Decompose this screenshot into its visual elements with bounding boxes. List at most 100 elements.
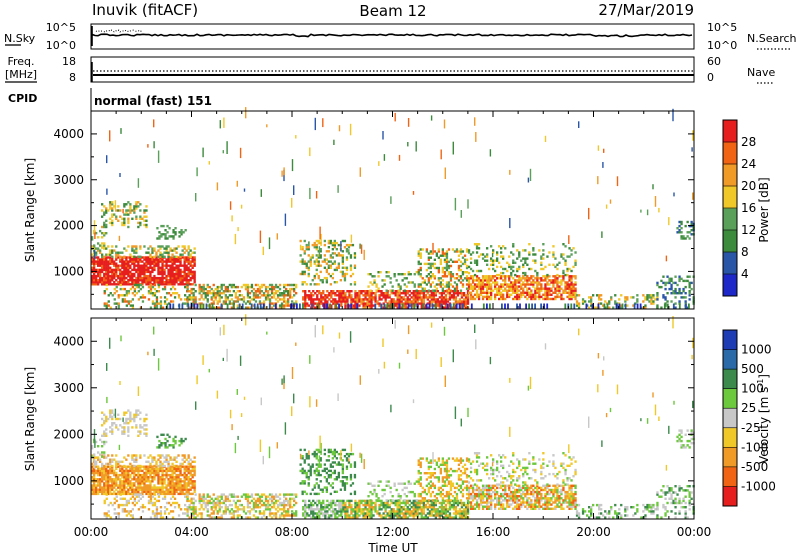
echo-cell bbox=[165, 454, 167, 456]
echo-cell bbox=[626, 296, 628, 298]
echo-cell bbox=[123, 426, 125, 428]
echo-cell bbox=[465, 300, 467, 302]
echo-cell bbox=[156, 300, 158, 302]
echo-cell bbox=[520, 285, 522, 287]
echo-cell bbox=[194, 273, 196, 275]
echo-cell bbox=[372, 296, 374, 298]
echo-cell bbox=[109, 258, 111, 260]
echo-cell bbox=[157, 486, 159, 488]
echo-cell bbox=[192, 275, 194, 277]
echo-cell bbox=[490, 264, 492, 266]
echo-cell bbox=[186, 491, 188, 493]
echo-cell bbox=[101, 424, 103, 426]
echo-cell bbox=[184, 486, 186, 488]
echo-cell bbox=[184, 273, 186, 275]
echo-cell bbox=[123, 263, 125, 265]
echo-cell bbox=[685, 280, 687, 282]
echo-cell bbox=[568, 255, 570, 257]
echo-cell bbox=[135, 456, 137, 458]
echo-cell bbox=[154, 504, 156, 506]
echo-cell bbox=[414, 283, 416, 285]
echo-cell bbox=[154, 493, 156, 495]
echo-cell bbox=[342, 296, 344, 298]
echo-cell bbox=[682, 296, 684, 298]
echo-cell bbox=[338, 294, 340, 296]
echo-cell bbox=[235, 502, 237, 504]
echo-cell bbox=[187, 296, 189, 298]
echo-cell bbox=[680, 292, 682, 294]
echo-cell bbox=[130, 514, 132, 516]
echo-cell bbox=[404, 283, 406, 285]
echo-cell bbox=[281, 304, 283, 309]
echo-cell bbox=[139, 258, 141, 260]
echo-cell bbox=[506, 275, 508, 277]
echo-cell bbox=[558, 285, 560, 287]
echo-cell bbox=[145, 470, 147, 472]
echo-cell bbox=[310, 512, 312, 514]
echo-cell bbox=[283, 296, 285, 298]
echo-cell bbox=[137, 465, 139, 467]
echo-cell bbox=[107, 474, 109, 476]
echo-cell bbox=[117, 252, 119, 254]
echo-cell bbox=[103, 443, 105, 445]
echo-cell bbox=[528, 251, 530, 253]
echo-cell bbox=[223, 300, 225, 302]
echo-cell bbox=[504, 279, 506, 281]
echo-cell bbox=[275, 304, 277, 309]
echo-cell bbox=[167, 474, 169, 476]
echo-cell bbox=[566, 268, 568, 270]
echo-cell bbox=[648, 294, 650, 296]
echo-cell bbox=[186, 489, 188, 491]
echo-cell bbox=[316, 246, 318, 248]
echo-cell bbox=[255, 502, 257, 504]
echo-cell bbox=[145, 474, 147, 476]
echo-cell bbox=[127, 201, 129, 203]
echo-cell bbox=[468, 277, 470, 279]
echo-cell bbox=[127, 428, 129, 430]
echo-cell bbox=[509, 218, 510, 228]
echo-cell bbox=[111, 224, 113, 226]
echo-cell bbox=[237, 496, 239, 498]
echo-cell bbox=[133, 468, 135, 470]
echo-cell bbox=[93, 283, 95, 285]
echo-cell bbox=[132, 502, 134, 504]
echo-cell bbox=[308, 296, 310, 298]
echo-cell bbox=[123, 470, 125, 472]
echo-cell bbox=[199, 298, 201, 300]
echo-cell bbox=[233, 493, 235, 495]
echo-cell bbox=[267, 294, 269, 296]
echo-cell bbox=[352, 304, 354, 306]
echo-cell bbox=[143, 468, 145, 470]
echo-cell bbox=[118, 512, 120, 514]
echo-cell bbox=[173, 491, 175, 493]
echo-cell bbox=[184, 258, 186, 260]
echo-cell bbox=[133, 269, 135, 271]
echo-cell bbox=[405, 302, 407, 304]
echo-cell bbox=[115, 461, 117, 463]
echo-cell bbox=[455, 296, 457, 298]
echo-cell bbox=[163, 256, 165, 258]
echo-cell bbox=[646, 296, 648, 298]
echo-cell bbox=[340, 296, 342, 298]
echo-cell bbox=[522, 292, 524, 294]
echo-cell bbox=[170, 300, 172, 302]
echo-cell bbox=[113, 283, 115, 285]
echo-cell bbox=[175, 470, 177, 472]
echo-cell bbox=[370, 300, 372, 302]
echo-cell bbox=[536, 281, 538, 283]
echo-cell bbox=[435, 294, 437, 296]
echo-cell bbox=[572, 275, 574, 277]
echo-cell bbox=[186, 267, 188, 269]
echo-cell bbox=[354, 252, 356, 254]
echo-cell bbox=[318, 283, 320, 285]
echo-cell bbox=[346, 290, 348, 292]
echo-cell bbox=[334, 298, 336, 300]
echo-cell bbox=[107, 491, 109, 493]
echo-cell bbox=[342, 271, 344, 273]
echo-cell bbox=[514, 262, 516, 264]
echo-cell bbox=[145, 267, 147, 269]
echo-cell bbox=[93, 486, 95, 488]
echo-cell bbox=[678, 280, 680, 282]
echo-cell bbox=[685, 286, 687, 288]
echo-cell bbox=[113, 474, 115, 476]
